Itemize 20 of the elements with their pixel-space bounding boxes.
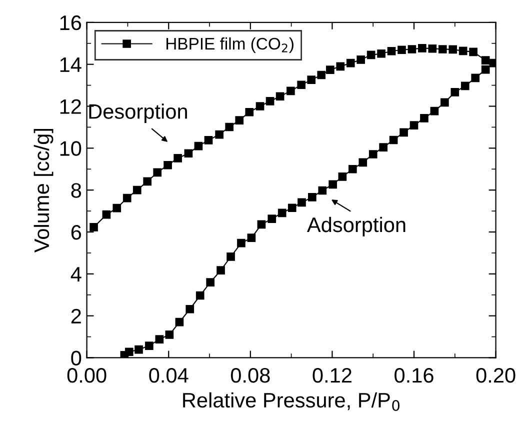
x-tick-label: 0.20 <box>476 368 516 383</box>
legend-label: HBPIE film (CO$_{2}$) <box>166 37 294 53</box>
x-tick-label: 0.08 <box>230 368 270 383</box>
y-tick-label: 10 <box>60 141 82 156</box>
annotation: Adsorption <box>306 216 406 236</box>
y-tick-label: 4 <box>70 267 82 282</box>
x-tick-label: 0.00 <box>67 368 106 383</box>
x-axis-title: Relative Pressure, P/P$_{0}$ <box>183 392 400 412</box>
x-tick-label: 0.16 <box>394 368 434 383</box>
annotation: Desorption <box>89 104 187 124</box>
y-axis-title: Volume [cc/g] <box>34 129 54 253</box>
y-tick-label: 16 <box>60 15 82 30</box>
x-tick-label: 0.04 <box>149 368 188 383</box>
y-tick-label: 0 <box>71 350 82 366</box>
x-tick-label: 0.12 <box>312 368 352 383</box>
y-tick-label: 8 <box>71 183 82 198</box>
y-tick-label: 2 <box>71 308 81 324</box>
y-tick-label: 12 <box>60 99 81 114</box>
y-tick-label: 6 <box>71 224 82 240</box>
y-tick-label: 14 <box>60 58 82 72</box>
